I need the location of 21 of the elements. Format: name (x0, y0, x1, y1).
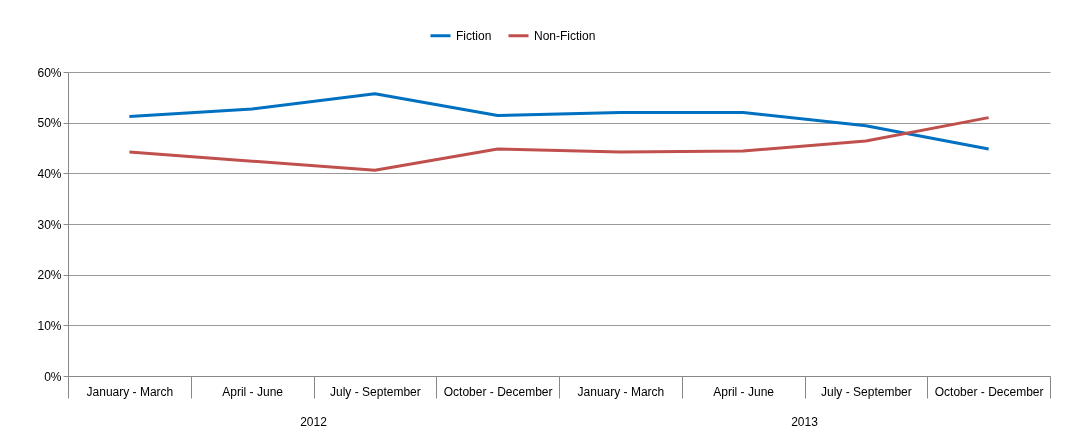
y-tick-label: 60% (37, 65, 62, 80)
x-tick-label: October - December (934, 384, 1044, 399)
text: 2013 (791, 415, 819, 429)
y-tick-label: 20% (37, 268, 62, 283)
x-tick-label: July - September (330, 384, 421, 399)
text: 2012 (300, 415, 328, 429)
x-tick-label: April - June (222, 384, 284, 399)
y-tick-label: 0% (44, 369, 62, 384)
y-tick-label: 50% (37, 116, 62, 131)
x-tick-label: July - September (821, 384, 912, 399)
y-tick-label: 30% (37, 217, 62, 232)
y-tick-label: 10% (37, 318, 62, 333)
line-series (127, 116, 991, 172)
legend-label: Fiction (456, 28, 492, 43)
x-tick-label: January - March (577, 384, 665, 399)
x-tick-label: April - June (713, 384, 775, 399)
x-tick-label: January - March (86, 384, 174, 399)
x-tick-label: October - December (443, 384, 553, 399)
legend-label: Non-Fiction (534, 28, 596, 43)
y-tick-label: 40% (37, 166, 62, 181)
line-series (127, 92, 991, 151)
